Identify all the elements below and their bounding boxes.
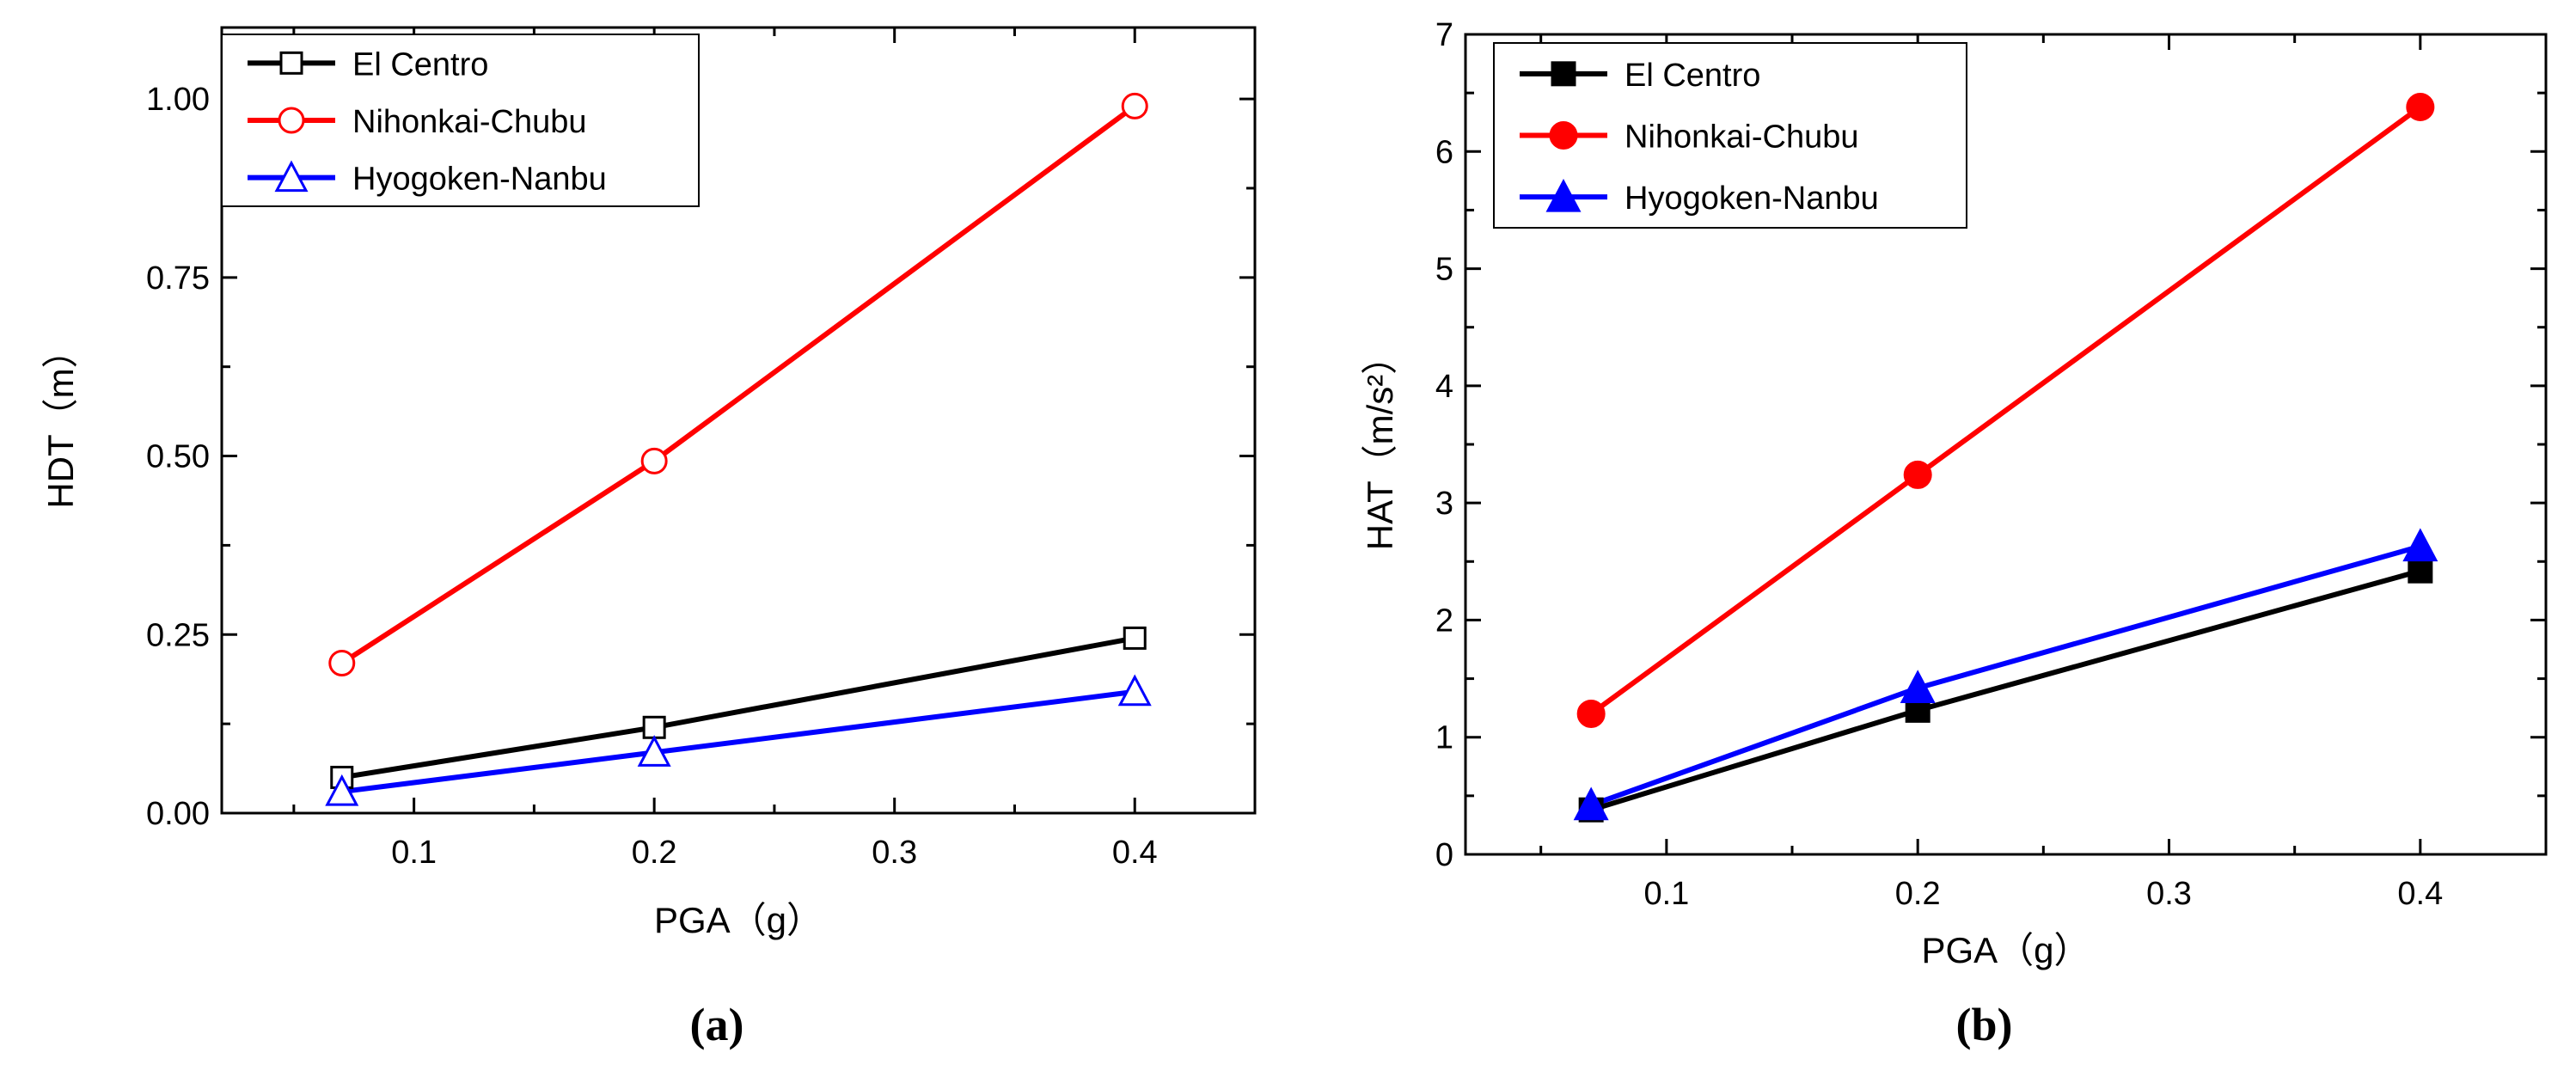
data-point-el-centro-a xyxy=(642,715,666,739)
data-point-hyogoken-nanbu-b xyxy=(1573,786,1609,821)
plot-frame-a xyxy=(220,26,1257,815)
y-tick-label-b: 7 xyxy=(1435,17,1453,53)
legend-marker-hyogoken-nanbu-a xyxy=(274,160,309,193)
y-tick-label-b: 3 xyxy=(1435,486,1453,522)
y-axis-label-b: HAT（m/s²） xyxy=(1360,339,1400,551)
y-tick-label-a: 0.75 xyxy=(146,260,210,297)
data-point-nihonkai-chubu-b xyxy=(2406,92,2435,121)
data-point-hyogoken-nanbu-a xyxy=(1117,674,1152,707)
x-tick-label-b: 0.3 xyxy=(2146,876,2192,912)
chart-panel-a: 0.1 0.2 0.3 0.4 0.00 0.25 0.50 0.75 1.00 PGA（g） HD… xyxy=(40,26,1257,1050)
y-tick-label-b: 6 xyxy=(1435,134,1453,170)
x-tick-label-a: 0.1 xyxy=(391,835,437,871)
legend-marker-nihonkai-chubu-a xyxy=(278,107,305,134)
legend-label-nihonkai-chubu-a: Nihonkai-Chubu xyxy=(352,104,587,140)
data-point-nihonkai-chubu-b xyxy=(1576,699,1606,728)
data-point-nihonkai-chubu-a xyxy=(328,650,356,677)
legend-marker-nihonkai-chubu-b xyxy=(1549,121,1578,150)
legend-marker-el-centro-b xyxy=(1551,61,1576,87)
series-line-hyogoken-nanbu-a xyxy=(341,688,1135,795)
data-point-hyogoken-nanbu-b xyxy=(1900,670,1936,703)
legend-label-hyogoken-nanbu-b: Hyogoken-Nanbu xyxy=(1625,180,1879,217)
legend-label-hyogoken-nanbu-a: Hyogoken-Nanbu xyxy=(352,162,607,198)
data-point-el-centro-b xyxy=(2408,558,2433,584)
legend-label-nihonkai-chubu-b: Nihonkai-Chubu xyxy=(1625,119,1859,156)
x-tick-label-b: 0.2 xyxy=(1895,876,1941,912)
legend-label-el-centro-b: El Centro xyxy=(1625,58,1760,94)
legend-marker-el-centro-a xyxy=(279,51,303,75)
data-point-hyogoken-nanbu-a xyxy=(325,774,359,806)
x-tick-label-b: 0.1 xyxy=(1643,876,1689,912)
chart-panel-b: 0.1 0.2 0.3 0.4 0 1 2 3 4 5 6 7 PGA（g） HAT（m/s²） (b) El… xyxy=(1360,17,2548,1050)
legend-marker-hyogoken-nanbu-b xyxy=(1545,178,1582,212)
data-point-nihonkai-chubu-b xyxy=(1903,460,1932,489)
x-tick-label-a: 0.3 xyxy=(872,835,917,871)
y-tick-label-b: 0 xyxy=(1435,837,1453,873)
series-line-el-centro-b xyxy=(1590,568,2421,813)
y-axis-label-a: HDT（m） xyxy=(40,332,81,508)
legend-label-el-centro-a: El Centro xyxy=(352,46,488,83)
panel-label-b: (b) xyxy=(1956,999,2013,1050)
data-point-nihonkai-chubu-a xyxy=(1121,92,1148,119)
y-tick-label-a: 0.00 xyxy=(146,796,210,832)
y-tick-label-a: 0.50 xyxy=(146,439,210,475)
y-tick-label-b: 1 xyxy=(1435,720,1453,756)
y-tick-label-a: 0.25 xyxy=(146,617,210,653)
data-point-hyogoken-nanbu-b xyxy=(2402,528,2438,562)
data-point-nihonkai-chubu-a xyxy=(640,447,668,474)
x-axis-label-a: PGA（g） xyxy=(654,900,823,940)
x-axis-label-b: PGA（g） xyxy=(1921,930,2090,970)
data-point-el-centro-a xyxy=(1123,626,1147,650)
panel-label-a: (a) xyxy=(690,999,744,1050)
x-tick-label-a: 0.4 xyxy=(1112,835,1158,871)
y-tick-label-a: 1.00 xyxy=(146,82,210,118)
data-point-hyogoken-nanbu-a xyxy=(637,735,671,767)
series-line-hyogoken-nanbu-b xyxy=(1590,543,2421,808)
x-tick-label-a: 0.2 xyxy=(632,835,677,871)
y-tick-label-b: 4 xyxy=(1435,369,1453,405)
x-tick-label-b: 0.4 xyxy=(2397,876,2443,912)
y-tick-label-b: 5 xyxy=(1435,252,1453,288)
y-tick-label-b: 2 xyxy=(1435,603,1453,639)
